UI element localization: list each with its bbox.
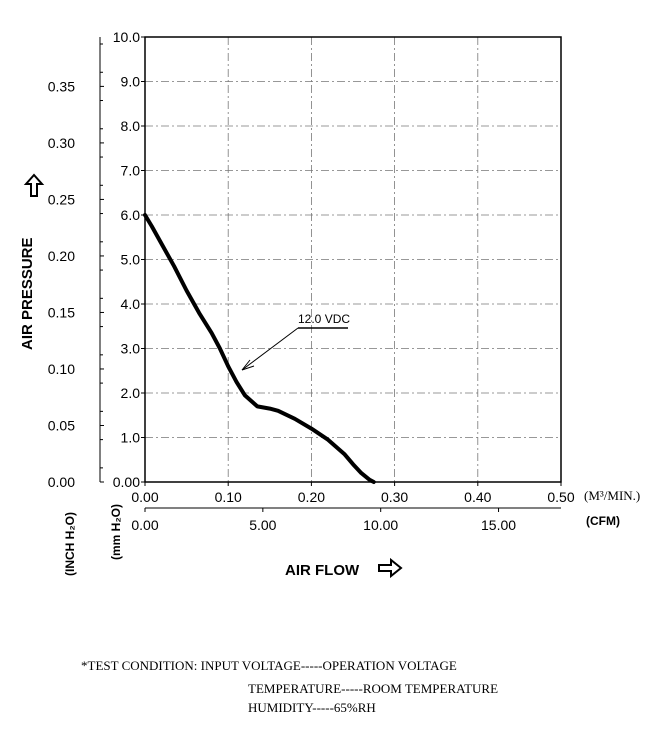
x-secondary-tick-label: 0.00 [131,517,158,533]
x-primary-tick-label: 0.00 [131,489,158,505]
y-primary-tick-label: 4.0 [121,296,141,312]
y-secondary-tick-label: 0.35 [48,78,75,94]
y-primary-tick-label: 2.0 [121,385,141,401]
y-axis-ticks: 0.00 1.0 2.0 3.0 4.0 5.0 6.0 7.0 8.0 9.0 10.0 0.00 0… [48,29,145,490]
test-condition-line-1: *TEST CONDITION: INPUT VOLTAGE-----OPERA… [81,658,457,673]
annotation-arrow [241,327,299,371]
x-primary-tick-label: 0.50 [547,489,574,505]
y-primary-tick-label: 3.0 [121,341,141,357]
x-secondary-tick-label: 10.00 [363,517,398,533]
annotation-label: 12.0 VDC [298,312,350,326]
y-secondary-tick-label: 0.30 [48,135,75,151]
y-primary-tick-label: 10.0 [113,29,140,45]
y-secondary-unit: (INCH H₂O) [63,512,77,576]
x-primary-tick-label: 0.30 [381,489,408,505]
annotation-arrowhead [241,359,255,371]
test-condition-line-2: TEMPERATURE-----ROOM TEMPERATURE [248,681,498,696]
x-secondary-tick-label: 5.00 [249,517,276,533]
y-primary-unit: (mm H₂O) [109,504,123,560]
y-primary-tick-label: 8.0 [121,118,141,134]
y-primary-tick-label: 9.0 [121,74,141,90]
y-primary-tick-label: 5.0 [121,252,141,268]
x-primary-unit: (M³/MIN.) [584,488,640,503]
y-secondary-tick-label: 0.05 [48,417,75,433]
y-axis-title: AIR PRESSURE [19,237,36,350]
y-primary-tick-label: 6.0 [121,207,141,223]
x-axis-ticks: 0.00 0.10 0.20 0.30 0.40 0.50 0.00 5.00 10.00 15.… [131,482,575,533]
y-secondary-tick-label: 0.25 [48,191,75,207]
y-secondary-tick-label: 0.20 [48,248,75,264]
y-primary-tick-label: 0.00 [113,474,140,490]
test-condition-line-3: HUMIDITY-----65%RH [248,700,376,715]
y-primary-tick-label: 7.0 [121,163,141,179]
x-secondary-tick-label: 15.00 [481,517,516,533]
y-secondary-tick-label: 0.15 [48,304,75,320]
grid-lines [145,37,561,482]
x-primary-tick-label: 0.20 [298,489,325,505]
x-axis-title: AIR FLOW [285,562,360,579]
series-line-12vdc [143,213,376,484]
y-secondary-tick-label: 0.00 [48,474,75,490]
x-axis-arrow-icon [378,557,403,579]
y-secondary-tick-label: 0.10 [48,361,75,377]
y-axis-arrow-icon [23,173,45,197]
x-primary-tick-label: 0.10 [215,489,242,505]
y-primary-tick-label: 1.0 [121,430,141,446]
x-secondary-unit: (CFM) [586,514,620,528]
x-primary-tick-label: 0.40 [464,489,491,505]
